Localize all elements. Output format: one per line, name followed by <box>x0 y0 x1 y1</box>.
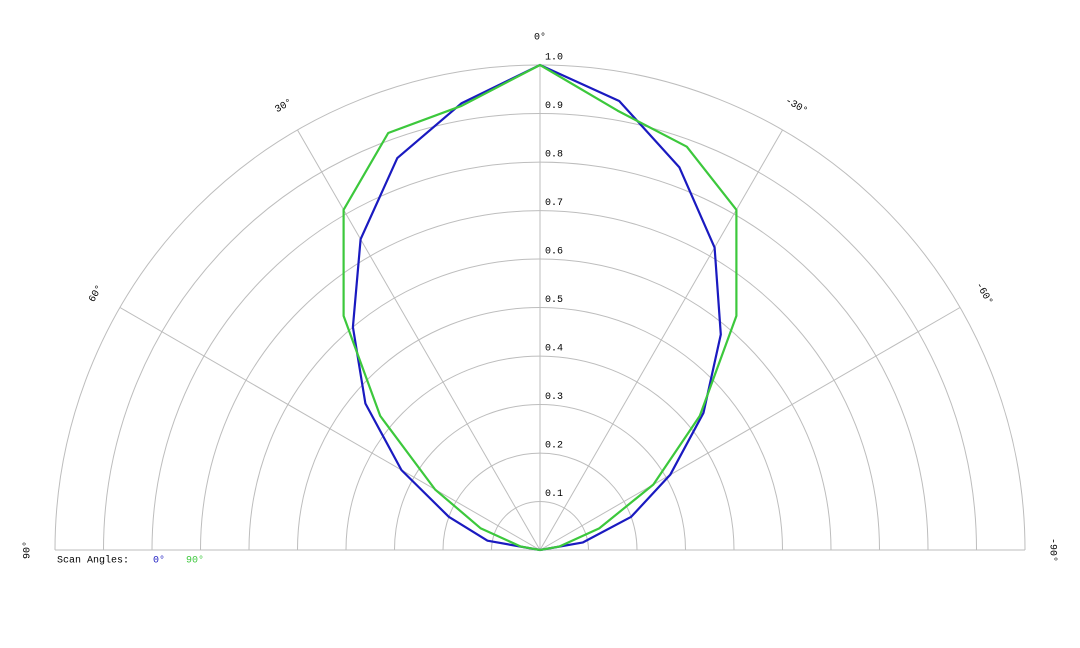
angle-tick-label: 60° <box>87 283 106 305</box>
grid-spoke <box>119 307 541 551</box>
r-tick-label: 0.8 <box>545 150 563 161</box>
r-tick-label: 1.0 <box>545 53 563 64</box>
angle-tick-label: 90° <box>22 541 34 559</box>
grid-spoke <box>539 129 783 551</box>
grid <box>54 64 1026 551</box>
r-tick-label: 0.6 <box>545 247 563 258</box>
legend-entry: 0° <box>153 555 165 567</box>
r-tick-label: 0.2 <box>545 441 563 452</box>
plot-area <box>342 63 738 552</box>
angle-tick-label: -60° <box>973 280 995 307</box>
r-tick-label: 0.3 <box>545 392 563 403</box>
angle-tick-label: -90° <box>1046 538 1058 562</box>
angle-tick-label: 0° <box>534 32 546 44</box>
legend-entry: 90° <box>186 555 204 567</box>
legend-title: Scan Angles: <box>57 555 129 567</box>
angle-tick-label: -30° <box>783 95 810 117</box>
r-tick-label: 0.9 <box>545 101 563 112</box>
r-tick-label: 0.7 <box>545 198 563 209</box>
angle-tick-label: 30° <box>273 97 295 116</box>
series-line <box>342 63 738 552</box>
grid-spoke <box>539 307 961 551</box>
grid-spoke <box>297 129 541 551</box>
r-tick-label: 0.4 <box>545 344 563 355</box>
r-tick-label: 0.5 <box>545 295 563 306</box>
r-tick-label: 0.1 <box>545 489 563 500</box>
